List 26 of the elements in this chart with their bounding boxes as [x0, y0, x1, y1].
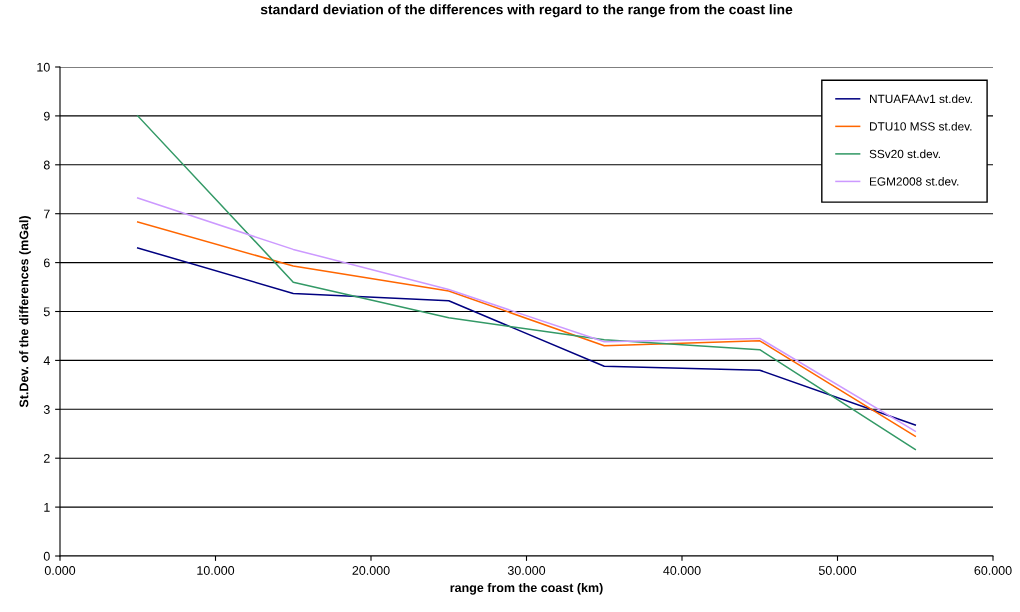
x-tick-label: 60.000 [974, 566, 1012, 575]
y-tick-label: 7 [43, 209, 50, 219]
x-tick-label: 40.000 [663, 566, 701, 575]
y-tick-label: 0 [43, 551, 50, 561]
y-tick-label: 8 [43, 160, 50, 170]
y-tick-label: 5 [43, 307, 50, 317]
y-tick-label: 2 [43, 454, 50, 463]
legend-label: EGM2008 st.dev. [870, 177, 959, 186]
x-tick-label: 10.000 [197, 566, 235, 575]
x-tick-label: 30.000 [507, 566, 546, 575]
x-tick-label: 0.000 [44, 566, 76, 575]
line-series [136, 247, 917, 426]
y-tick-label: 9 [43, 111, 50, 121]
legend-label: SSv20 st.dev. [869, 149, 940, 159]
y-tick-label: 4 [43, 356, 50, 365]
x-tick-label: 20.000 [352, 566, 390, 575]
legend-label: NTUAFAAv1 st.dev. [870, 94, 972, 104]
x-axis-title: range from the coast (km) [450, 582, 603, 595]
y-tick-label: 3 [43, 405, 50, 414]
legend-label: DTU10 MSS st.dev. [870, 121, 972, 131]
y-tick-label: 10 [37, 62, 50, 72]
x-tick-label: 50.000 [818, 566, 857, 575]
y-tick-label: 6 [43, 258, 50, 268]
y-tick-label: 1 [44, 503, 50, 512]
chart-title: standard deviation of the differences with regard to the range from the coast line [260, 4, 793, 18]
y-axis-title: St.Dev. of the differences (mGal) [19, 216, 31, 408]
